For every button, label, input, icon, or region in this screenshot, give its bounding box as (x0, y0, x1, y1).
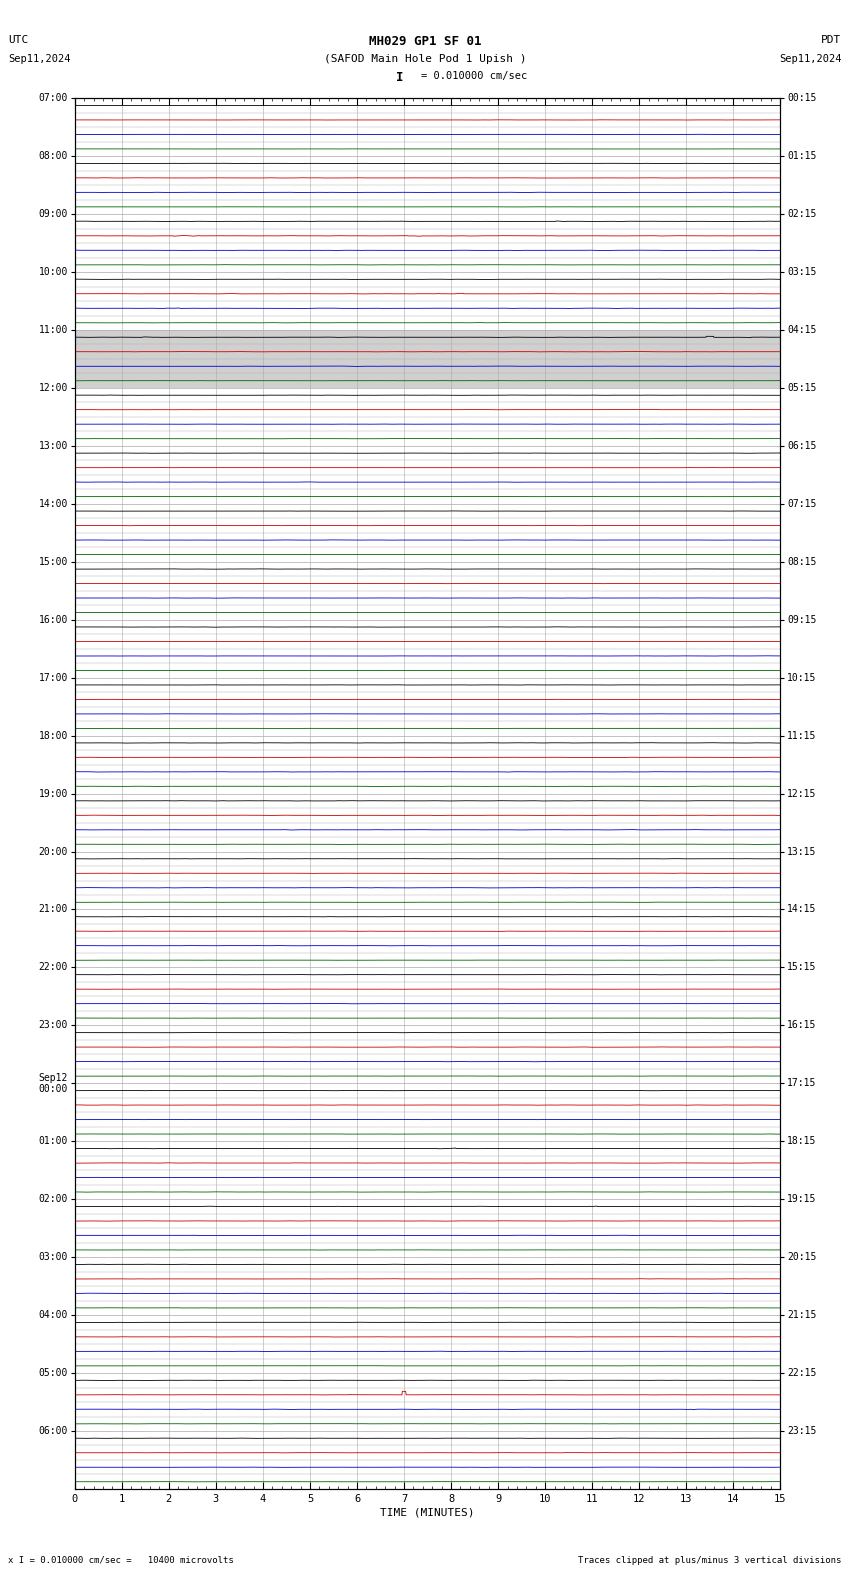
Text: MH029 GP1 SF 01: MH029 GP1 SF 01 (369, 35, 481, 48)
Text: PDT: PDT (821, 35, 842, 44)
Text: = 0.010000 cm/sec: = 0.010000 cm/sec (421, 71, 527, 81)
Text: I: I (396, 71, 403, 84)
X-axis label: TIME (MINUTES): TIME (MINUTES) (380, 1508, 475, 1517)
Text: Traces clipped at plus/minus 3 vertical divisions: Traces clipped at plus/minus 3 vertical … (578, 1555, 842, 1565)
Text: Sep11,2024: Sep11,2024 (8, 54, 71, 63)
Text: (SAFOD Main Hole Pod 1 Upish ): (SAFOD Main Hole Pod 1 Upish ) (324, 54, 526, 63)
Text: x I = 0.010000 cm/sec =   10400 microvolts: x I = 0.010000 cm/sec = 10400 microvolts (8, 1555, 235, 1565)
Text: UTC: UTC (8, 35, 29, 44)
Text: Sep11,2024: Sep11,2024 (779, 54, 842, 63)
Bar (75, 329, 780, 388)
